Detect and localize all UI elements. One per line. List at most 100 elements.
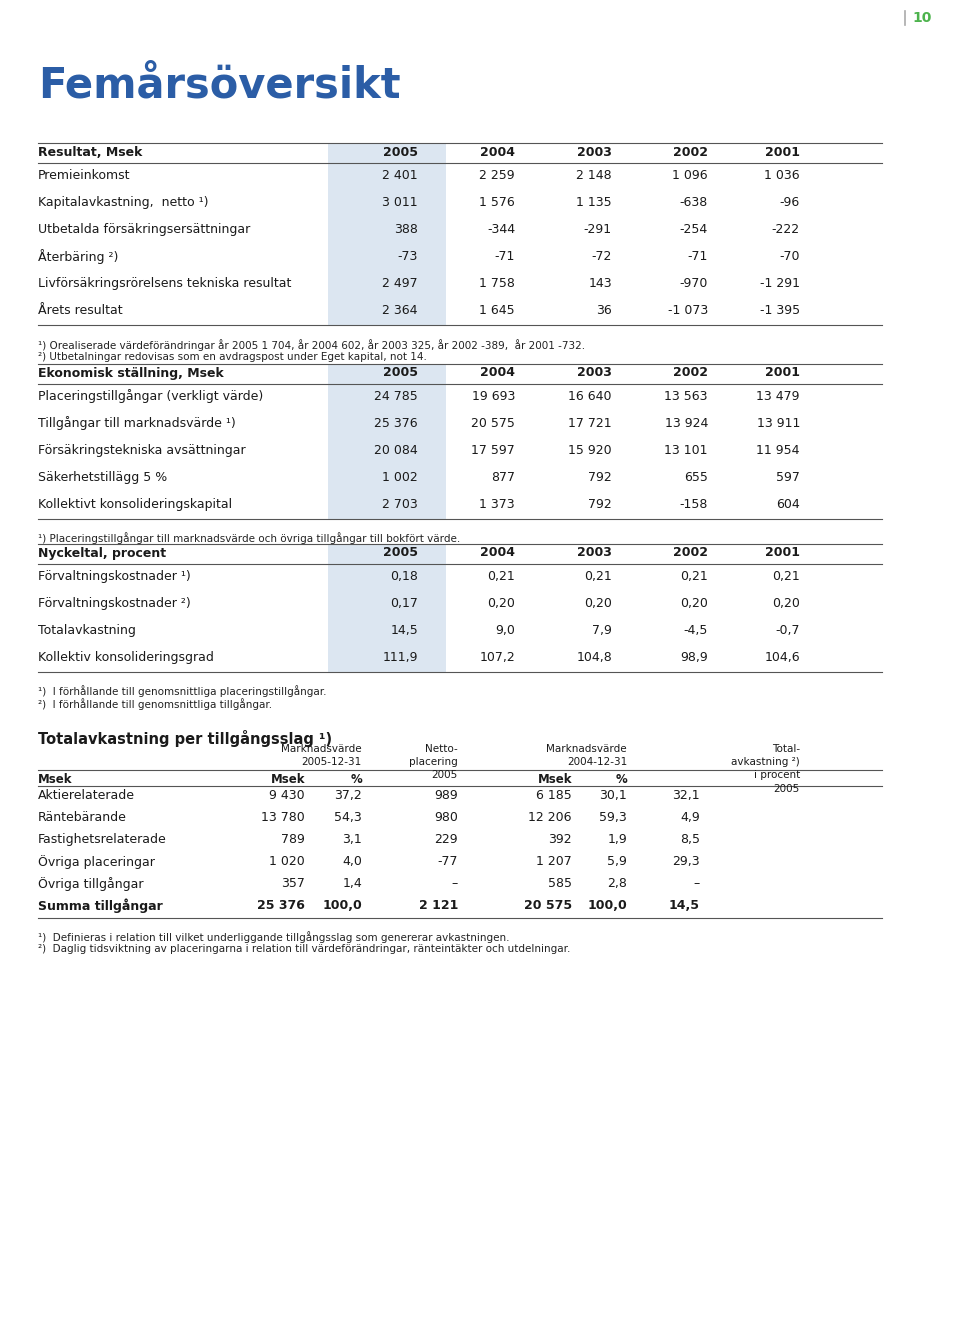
Text: Netto-
placering
2005: Netto- placering 2005 (409, 744, 458, 780)
Text: 14,5: 14,5 (391, 624, 418, 637)
Text: 0,21: 0,21 (772, 569, 800, 583)
Text: 2003: 2003 (577, 547, 612, 560)
Text: -158: -158 (680, 497, 708, 511)
Text: 7,9: 7,9 (592, 624, 612, 637)
Text: 4,9: 4,9 (681, 812, 700, 824)
Text: 15 920: 15 920 (568, 444, 612, 457)
Text: ¹) Placeringstillgångar till marknadsvärde och övriga tillgångar till bokfört vä: ¹) Placeringstillgångar till marknadsvär… (38, 532, 460, 544)
Text: 111,9: 111,9 (382, 651, 418, 664)
Text: -71: -71 (687, 249, 708, 263)
Text: ¹)  Definieras i relation till vilket underliggande tillgångsslag som genererar : ¹) Definieras i relation till vilket und… (38, 930, 510, 942)
Text: -1 395: -1 395 (760, 304, 800, 317)
Text: 604: 604 (777, 497, 800, 511)
Text: 54,3: 54,3 (334, 812, 362, 824)
Text: Msek: Msek (38, 773, 73, 786)
Text: 29,3: 29,3 (672, 856, 700, 868)
Text: 0,17: 0,17 (390, 597, 418, 609)
Bar (328, 384, 446, 519)
Text: 989: 989 (434, 789, 458, 802)
Text: 2002: 2002 (673, 367, 708, 380)
Text: Utbetalda försäkringsersättningar: Utbetalda försäkringsersättningar (38, 223, 251, 236)
Text: Msek: Msek (271, 773, 305, 786)
Text: 9 430: 9 430 (270, 789, 305, 802)
Text: -70: -70 (780, 249, 800, 263)
Text: 2001: 2001 (765, 145, 800, 159)
Text: 4,0: 4,0 (342, 856, 362, 868)
Text: -73: -73 (397, 249, 418, 263)
Text: -638: -638 (680, 196, 708, 209)
Text: -1 291: -1 291 (760, 277, 800, 289)
Text: Ekonomisk ställning, Msek: Ekonomisk ställning, Msek (38, 367, 224, 380)
Text: 107,2: 107,2 (479, 651, 515, 664)
Text: Kapitalavkastning,  netto ¹): Kapitalavkastning, netto ¹) (38, 196, 208, 209)
Text: Kollektiv konsolideringsgrad: Kollektiv konsolideringsgrad (38, 651, 214, 664)
Text: 1 758: 1 758 (479, 277, 515, 289)
Text: 1 036: 1 036 (764, 169, 800, 181)
Text: 877: 877 (491, 471, 515, 484)
Text: Nyckeltal, procent: Nyckeltal, procent (38, 547, 166, 560)
Text: 20 084: 20 084 (374, 444, 418, 457)
Text: 32,1: 32,1 (672, 789, 700, 802)
Text: 0,20: 0,20 (487, 597, 515, 609)
Text: 14,5: 14,5 (669, 900, 700, 912)
Text: 100,0: 100,0 (323, 900, 362, 912)
Bar (328, 564, 446, 672)
Text: 2 121: 2 121 (419, 900, 458, 912)
Text: 25 376: 25 376 (257, 900, 305, 912)
Text: Årets resultat: Årets resultat (38, 304, 123, 317)
Text: 2 259: 2 259 (479, 169, 515, 181)
Text: 2002: 2002 (673, 145, 708, 159)
Text: Femårsöversikt: Femårsöversikt (38, 65, 400, 107)
Text: -970: -970 (680, 277, 708, 289)
Text: 1 576: 1 576 (479, 196, 515, 209)
Text: 2003: 2003 (577, 145, 612, 159)
Text: Premieinkomst: Premieinkomst (38, 169, 131, 181)
Text: -254: -254 (680, 223, 708, 236)
Text: 20 575: 20 575 (524, 900, 572, 912)
Text: 13 479: 13 479 (756, 389, 800, 403)
Text: 17 721: 17 721 (568, 417, 612, 429)
Bar (328, 364, 446, 384)
Text: 104,8: 104,8 (576, 651, 612, 664)
Text: 1 373: 1 373 (479, 497, 515, 511)
Text: 0,21: 0,21 (488, 569, 515, 583)
Text: 2 401: 2 401 (382, 169, 418, 181)
Text: Fastighetsrelaterade: Fastighetsrelaterade (38, 833, 167, 846)
Text: 5,9: 5,9 (607, 856, 627, 868)
Text: 6 185: 6 185 (537, 789, 572, 802)
Text: 98,9: 98,9 (681, 651, 708, 664)
Text: Marknadsvärde
2004-12-31: Marknadsvärde 2004-12-31 (546, 744, 627, 768)
Text: 100,0: 100,0 (588, 900, 627, 912)
Text: Resultat, Msek: Resultat, Msek (38, 145, 142, 159)
Text: 1,4: 1,4 (343, 877, 362, 890)
Text: Övriga tillgångar: Övriga tillgångar (38, 877, 143, 890)
Text: 8,5: 8,5 (680, 833, 700, 846)
Text: ¹) Orealiserade värdeförändringar år 2005 1 704, år 2004 602, år 2003 325, år 20: ¹) Orealiserade värdeförändringar år 200… (38, 339, 586, 351)
Text: 2003: 2003 (577, 367, 612, 380)
Text: 3 011: 3 011 (382, 196, 418, 209)
Text: Förvaltningskostnader ²): Förvaltningskostnader ²) (38, 597, 191, 609)
Text: Livförsäkringsrörelsens tekniska resultat: Livförsäkringsrörelsens tekniska resulta… (38, 277, 292, 289)
Text: 792: 792 (588, 497, 612, 511)
Text: Totalavkastning: Totalavkastning (38, 624, 136, 637)
Text: 585: 585 (548, 877, 572, 890)
Text: ²)  Daglig tidsviktning av placeringarna i relation till värdeförändringar, ränt: ²) Daglig tidsviktning av placeringarna … (38, 944, 570, 954)
Text: 1 207: 1 207 (537, 856, 572, 868)
Text: -344: -344 (487, 223, 515, 236)
Text: 0,20: 0,20 (772, 597, 800, 609)
Text: 17 597: 17 597 (471, 444, 515, 457)
Text: 20 575: 20 575 (471, 417, 515, 429)
Text: -77: -77 (438, 856, 458, 868)
Text: Tillgångar till marknadsvärde ¹): Tillgångar till marknadsvärde ¹) (38, 416, 236, 431)
Text: 2 364: 2 364 (382, 304, 418, 317)
Text: 37,2: 37,2 (334, 789, 362, 802)
Text: 3,1: 3,1 (343, 833, 362, 846)
Text: 13 780: 13 780 (261, 812, 305, 824)
Text: 2,8: 2,8 (607, 877, 627, 890)
Text: 36: 36 (596, 304, 612, 317)
Text: 59,3: 59,3 (599, 812, 627, 824)
Text: -1 073: -1 073 (668, 304, 708, 317)
Text: 10: 10 (912, 11, 931, 25)
Text: Totalavkastning per tillgångsslag ¹): Totalavkastning per tillgångsslag ¹) (38, 730, 332, 746)
Text: 104,6: 104,6 (764, 651, 800, 664)
